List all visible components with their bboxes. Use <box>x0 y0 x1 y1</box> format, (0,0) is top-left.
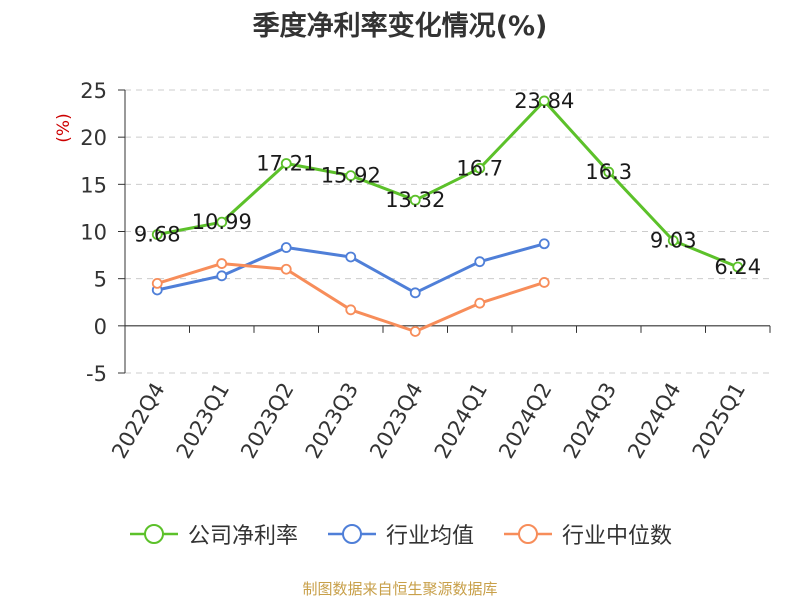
legend-item[interactable]: 行业均值 <box>326 518 474 550</box>
legend-marker <box>143 524 164 544</box>
legend: 公司净利率 行业均值 行业中位数 <box>0 518 800 550</box>
x-tick-label: 2023Q1 <box>172 379 234 463</box>
data-point <box>667 235 679 247</box>
data-point <box>280 242 292 253</box>
x-tick-label: 2024Q3 <box>559 379 621 463</box>
y-tick-label: 15 <box>80 173 107 197</box>
data-point <box>151 277 163 289</box>
y-tick-label: 10 <box>80 221 107 245</box>
data-point <box>538 277 550 288</box>
x-tick-label: 2022Q4 <box>107 379 169 463</box>
legend-marker <box>341 524 362 544</box>
series-line-0 <box>156 99 739 269</box>
data-point <box>538 238 550 250</box>
data-point <box>409 287 421 299</box>
y-tick-label: 25 <box>80 79 107 103</box>
y-tick-label: 5 <box>94 268 107 292</box>
x-tick-label: 2025Q1 <box>688 379 750 463</box>
legend-swatch <box>504 524 552 544</box>
legend-item[interactable]: 公司净利率 <box>128 518 298 550</box>
y-tick-label: 20 <box>80 126 107 150</box>
x-tick-label: 2024Q4 <box>623 379 685 463</box>
data-label: 17.21 <box>256 151 316 175</box>
data-point <box>538 95 550 107</box>
y-tick-label: -5 <box>86 362 107 386</box>
legend-label: 公司净利率 <box>187 524 298 549</box>
data-point <box>732 261 744 273</box>
x-tick-label: 2024Q2 <box>494 379 556 463</box>
data-label: 16.7 <box>456 156 503 180</box>
legend-swatch <box>327 524 376 544</box>
data-point <box>280 158 292 169</box>
series-line-2 <box>156 262 545 333</box>
data-point <box>603 166 615 178</box>
x-tick-label: 2023Q2 <box>236 379 298 463</box>
data-point <box>216 216 228 228</box>
data-point <box>409 194 421 206</box>
data-point <box>474 162 486 174</box>
data-point <box>151 229 163 240</box>
x-tick-label: 2023Q3 <box>301 379 363 463</box>
data-point <box>345 170 357 182</box>
chart-title: 季度净利率变化情况(%) <box>252 11 548 42</box>
legend-marker <box>518 524 538 544</box>
data-point <box>216 270 228 282</box>
data-point <box>409 326 421 337</box>
data-point <box>345 251 357 263</box>
legend-swatch <box>129 524 178 544</box>
data-label: 10.99 <box>192 210 252 234</box>
data-point <box>280 263 292 275</box>
data-label: 9.03 <box>650 229 697 253</box>
data-point <box>474 297 486 309</box>
x-tick-label: 2023Q4 <box>365 379 427 463</box>
series-layer <box>151 95 744 337</box>
legend-label: 行业均值 <box>385 524 474 549</box>
series-line-1 <box>156 242 545 295</box>
data-label: 13.32 <box>385 188 445 212</box>
data-label: 23.84 <box>514 89 574 113</box>
source-note: 制图数据来自恒生聚源数据库 <box>302 580 498 598</box>
data-label: 15.92 <box>321 164 381 188</box>
y-axis-title: (%) <box>54 113 74 142</box>
y-tick-label: 0 <box>94 315 107 339</box>
data-label: 16.3 <box>585 160 632 184</box>
data-point <box>474 256 486 268</box>
data-point <box>216 258 228 269</box>
x-tick-label: 2024Q1 <box>430 379 492 463</box>
data-point <box>345 304 357 316</box>
legend-item[interactable]: 行业中位数 <box>502 518 672 550</box>
data-label: 6.24 <box>714 255 761 279</box>
data-label: 9.68 <box>134 223 181 247</box>
legend-label: 行业中位数 <box>562 524 673 549</box>
